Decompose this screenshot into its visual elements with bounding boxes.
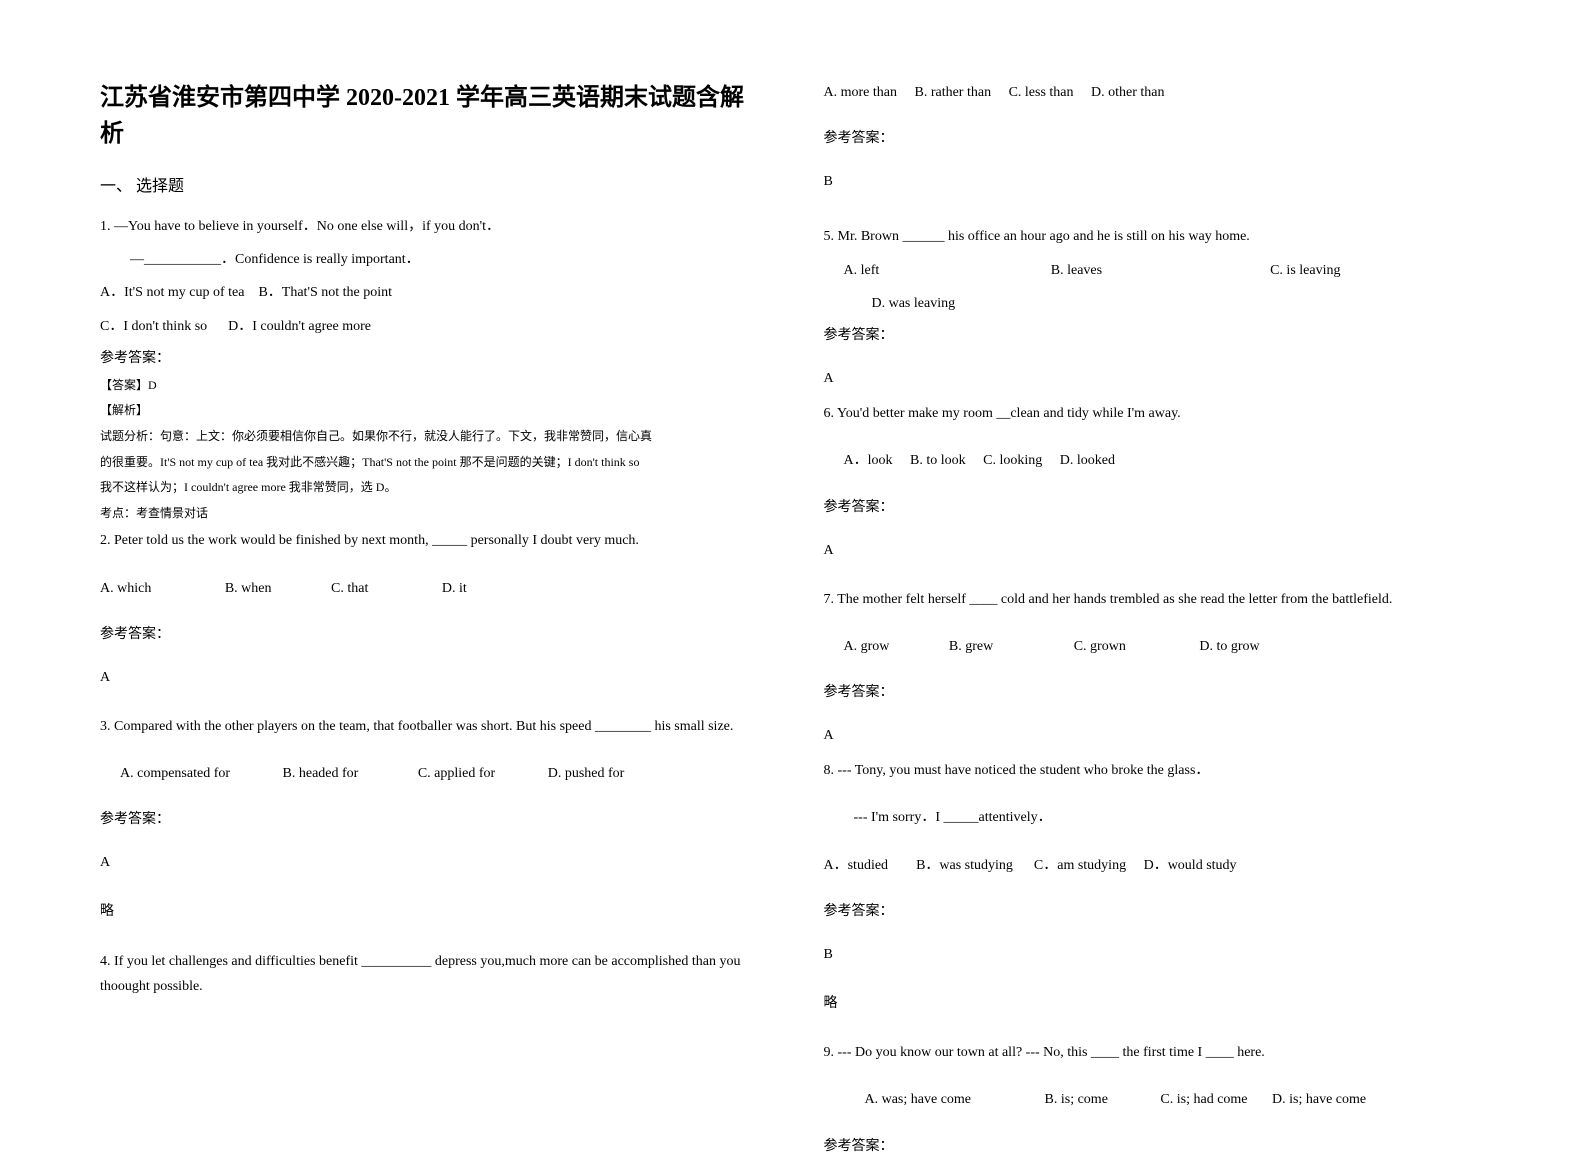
q2-options: A. which B. when C. that D. it [100, 576, 764, 601]
q4-answer-label: 参考答案： [824, 127, 1488, 147]
q8-opt-a: A．studied [824, 858, 889, 873]
q1-opt-a: A．It'S not my cup of tea [100, 285, 244, 300]
q1-answer-line: 【答案】D [100, 375, 764, 397]
q1-analysis-label: 【解析】 [100, 400, 764, 422]
q1-opt-b: B．That'S not the point [258, 285, 392, 300]
q2-answer-label: 参考答案： [100, 623, 764, 643]
q8-text2: --- I'm sorry．I _____attentively． [824, 805, 1488, 830]
q9-opt-d: D. is; have come [1272, 1092, 1366, 1107]
q8-answer: B [824, 942, 1488, 967]
q4-opt-b: B. rather than [914, 85, 991, 100]
right-column: A. more than B. rather than C. less than… [824, 80, 1488, 1163]
q3-options: A. compensated for B. headed for C. appl… [100, 761, 764, 786]
q4-opt-d: D. other than [1091, 85, 1164, 100]
q1-answer-label: 参考答案： [100, 347, 764, 367]
q3-opt-d: D. pushed for [548, 766, 625, 781]
q1-analysis-1: 试题分析：句意：上文：你必须要相信你自己。如果你不行，就没人能行了。下文，我非常… [100, 426, 764, 448]
q3-answer: A [100, 850, 764, 875]
q9-text: 9. --- Do you know our town at all? --- … [824, 1040, 1488, 1065]
q1-analysis-3: 我不这样认为；I couldn't agree more 我非常赞同，选 D。 [100, 477, 764, 499]
q7-options: A. grow B. grew C. grown D. to grow [824, 634, 1488, 659]
q2-text: 2. Peter told us the work would be finis… [100, 528, 764, 553]
q1-options-row1: A．It'S not my cup of tea B．That'S not th… [100, 280, 764, 305]
q2-opt-d: D. it [442, 581, 467, 596]
q4-answer: B [824, 169, 1488, 194]
q9-opt-a: A. was; have come [865, 1092, 972, 1107]
q6-opt-a: A．look [844, 453, 893, 468]
q2-opt-a: A. which [100, 581, 151, 596]
q8-answer-label: 参考答案： [824, 900, 1488, 920]
q7-text: 7. The mother felt herself ____ cold and… [824, 587, 1488, 612]
q1-text2: —___________．Confidence is really import… [100, 247, 764, 272]
q8-options: A．studied B．was studying C．am studying D… [824, 853, 1488, 878]
q5-options-row1: A. left B. leaves C. is leaving [824, 258, 1488, 283]
q3-opt-b: B. headed for [283, 766, 359, 781]
q9-opt-b: B. is; come [1045, 1092, 1108, 1107]
q4-opt-c: C. less than [1009, 85, 1074, 100]
q5-answer: A [824, 366, 1488, 391]
q4-opt-a: A. more than [824, 85, 897, 100]
q1-opt-d: D．I couldn't agree more [228, 319, 371, 334]
q5-answer-label: 参考答案： [824, 324, 1488, 344]
q1-opt-c: C．I don't think so [100, 319, 207, 334]
q1-options-row2: C．I don't think so D．I couldn't agree mo… [100, 314, 764, 339]
q8-text: 8. --- Tony, you must have noticed the s… [824, 758, 1488, 783]
q7-opt-a: A. grow [844, 639, 890, 654]
section-title: 一、 选择题 [100, 172, 764, 196]
q8-opt-c: C．am studying [1034, 858, 1126, 873]
q3-brief: 略 [100, 899, 764, 924]
q8-opt-b: B．was studying [916, 858, 1013, 873]
q2-opt-b: B. when [225, 581, 272, 596]
q5-opt-d: D. was leaving [872, 296, 956, 311]
q4-text: 4. If you let challenges and difficultie… [100, 949, 764, 999]
q5-opt-b: B. leaves [1051, 263, 1102, 278]
q6-answer: A [824, 538, 1488, 563]
q9-opt-c: C. is; had come [1160, 1092, 1247, 1107]
q7-answer: A [824, 723, 1488, 748]
q1-text: 1. —You have to believe in yourself．No o… [100, 214, 764, 239]
q4-options: A. more than B. rather than C. less than… [824, 80, 1488, 105]
q7-opt-d: D. to grow [1199, 639, 1259, 654]
q1-exam-point: 考点：考查情景对话 [100, 503, 764, 525]
q3-text: 3. Compared with the other players on th… [100, 714, 764, 739]
q5-options-row2: D. was leaving [824, 291, 1488, 316]
q2-opt-c: C. that [331, 581, 368, 596]
page-container: 江苏省淮安市第四中学 2020-2021 学年高三英语期末试题含解析 一、 选择… [100, 80, 1487, 1163]
q3-opt-c: C. applied for [418, 766, 495, 781]
q9-options: A. was; have come B. is; come C. is; had… [824, 1087, 1488, 1112]
left-column: 江苏省淮安市第四中学 2020-2021 学年高三英语期末试题含解析 一、 选择… [100, 80, 764, 1163]
q6-options: A．look B. to look C. looking D. looked [824, 448, 1488, 473]
q7-answer-label: 参考答案： [824, 681, 1488, 701]
q6-opt-d: D. looked [1060, 453, 1115, 468]
q5-text: 5. Mr. Brown ______ his office an hour a… [824, 224, 1488, 249]
q7-opt-b: B. grew [949, 639, 993, 654]
q1-analysis-2: 的很重要。It'S not my cup of tea 我对此不感兴趣；That… [100, 452, 764, 474]
q5-opt-c: C. is leaving [1270, 263, 1340, 278]
q5-opt-a: A. left [844, 263, 880, 278]
q6-opt-c: C. looking [983, 453, 1042, 468]
q3-answer-label: 参考答案： [100, 808, 764, 828]
q8-opt-d: D．would study [1144, 858, 1237, 873]
q3-opt-a: A. compensated for [120, 766, 230, 781]
q6-text: 6. You'd better make my room __clean and… [824, 401, 1488, 426]
q8-brief: 略 [824, 991, 1488, 1016]
q2-answer: A [100, 665, 764, 690]
document-title: 江苏省淮安市第四中学 2020-2021 学年高三英语期末试题含解析 [100, 80, 764, 152]
q6-opt-b: B. to look [910, 453, 966, 468]
q6-answer-label: 参考答案： [824, 496, 1488, 516]
q7-opt-c: C. grown [1074, 639, 1126, 654]
q9-answer-label: 参考答案： [824, 1135, 1488, 1155]
